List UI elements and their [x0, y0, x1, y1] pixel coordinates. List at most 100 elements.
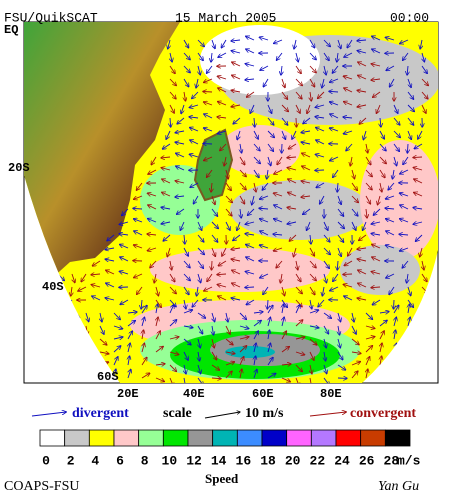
wind-vector — [147, 234, 157, 235]
wind-vector — [315, 117, 325, 118]
wind-vector — [134, 245, 143, 249]
wind-vector — [141, 299, 142, 309]
wind-vector — [128, 356, 130, 366]
wind-vector — [365, 156, 371, 165]
wind-vector — [295, 337, 305, 339]
wind-vector — [211, 182, 212, 192]
wind-vector — [169, 273, 175, 282]
wind-vector — [287, 157, 297, 158]
wind-vector — [237, 221, 241, 230]
colorbar-tick: 18 — [260, 453, 276, 468]
wind-vector — [183, 273, 190, 281]
lon-label: 20E — [117, 387, 139, 401]
wind-vector — [176, 166, 185, 171]
wind-vector — [323, 221, 328, 230]
wind-vector — [260, 245, 269, 249]
wind-vector — [263, 78, 269, 87]
wind-vector — [184, 377, 186, 383]
wind-vector — [408, 286, 411, 296]
wind-vector — [344, 52, 353, 57]
wind-vector — [323, 312, 331, 318]
wind-vector — [122, 208, 129, 215]
wind-vector — [72, 273, 75, 283]
wind-vector — [161, 168, 171, 170]
wind-vector — [301, 181, 311, 183]
wind-vector — [248, 208, 255, 215]
wind-vector — [351, 325, 356, 334]
wind-vector — [337, 221, 344, 228]
wind-vector — [221, 39, 227, 48]
wind-vector — [239, 357, 244, 366]
wind-vector — [203, 91, 213, 92]
wind-vector — [371, 222, 381, 224]
wind-vector — [347, 39, 353, 48]
wind-vector — [309, 273, 316, 281]
wind-vector — [92, 260, 101, 266]
wind-vector — [217, 117, 227, 118]
lon-label: 60E — [252, 387, 274, 401]
wind-vector — [231, 298, 241, 300]
wind-vector — [276, 260, 283, 268]
wind-vector — [351, 221, 356, 230]
wind-vector — [197, 377, 203, 383]
wind-vector — [183, 78, 189, 87]
wind-vector — [323, 325, 328, 334]
wind-vector — [322, 286, 324, 296]
wind-vector — [211, 195, 215, 204]
wind-vector — [337, 351, 343, 360]
wind-vector — [161, 207, 171, 209]
wind-vector — [148, 219, 157, 223]
wind-vector — [198, 65, 200, 75]
wind-vector — [218, 260, 227, 266]
wind-vector — [155, 377, 164, 382]
wind-vector — [197, 52, 203, 60]
wind-vector — [371, 287, 381, 288]
wind-vector — [351, 352, 361, 353]
wind-vector — [380, 117, 381, 127]
wind-vector — [217, 285, 227, 287]
wind-vector — [169, 364, 176, 371]
author: Yan Gu — [378, 479, 419, 494]
wind-vector — [147, 193, 157, 196]
color-box — [64, 429, 90, 447]
wind-vector — [105, 259, 115, 261]
wind-vector — [379, 156, 386, 164]
colorbar: 0 2 4 6 8 10 12 14 16 18 20 22 24 26 28 — [39, 429, 411, 468]
wind-vector — [366, 369, 368, 379]
wind-vector — [231, 105, 241, 107]
wind-vector — [344, 296, 353, 301]
wind-vector — [281, 347, 289, 353]
wind-vector — [309, 286, 315, 295]
wind-vector — [156, 286, 158, 296]
wind-vector — [413, 208, 423, 209]
wind-vector — [198, 351, 200, 361]
wind-vector — [183, 65, 190, 73]
wind-vector — [371, 64, 381, 66]
wind-vector — [232, 270, 241, 275]
wind-vector — [338, 312, 341, 322]
wind-vector — [273, 193, 283, 196]
wind-vector — [309, 310, 318, 314]
wind-vector — [358, 75, 367, 80]
wind-vector — [407, 143, 408, 153]
wind-vector — [92, 296, 101, 301]
wind-vector — [225, 221, 230, 230]
wind-vector — [197, 39, 204, 47]
wind-vector — [128, 343, 130, 353]
wind-vector — [359, 117, 367, 124]
wind-vector — [358, 270, 367, 275]
wind-vector — [197, 247, 204, 254]
wind-vector — [307, 221, 311, 230]
wind-vector — [277, 156, 283, 165]
wind-vector — [260, 231, 269, 236]
color-box — [310, 429, 337, 447]
wind-vector — [400, 247, 409, 251]
wind-vector — [379, 143, 386, 151]
colorbar-tick: 10 — [162, 453, 178, 468]
wind-vector — [254, 356, 256, 366]
wind-vector — [357, 259, 367, 261]
wind-vector — [344, 102, 353, 106]
wind-vector — [324, 65, 326, 75]
wind-vector — [162, 179, 171, 184]
wind-vector — [307, 104, 311, 113]
